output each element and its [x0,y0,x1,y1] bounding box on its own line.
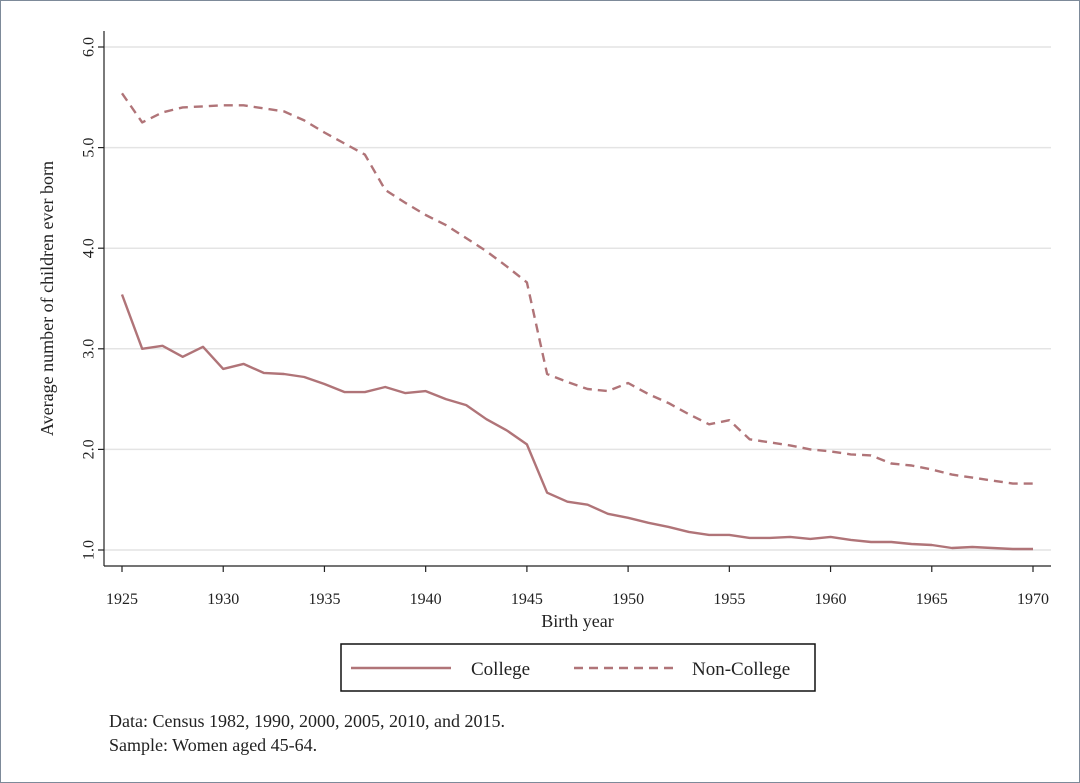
y-tick-label: 6.0 [81,37,98,57]
x-tick-label: 1935 [308,591,340,608]
x-tick-label: 1925 [106,591,138,608]
x-tick-label: 1945 [511,591,543,608]
legend-label-college: College [471,659,530,680]
y-tick-label: 3.0 [81,339,98,359]
x-tick-label: 1955 [713,591,745,608]
series-line-college [120,294,1033,551]
series-line-non-college [121,92,1033,485]
axes-layer: 1.0 2.0 3.0 4.0 5.0 6.0 1925 1930 1935 1940 1945 19… [81,31,1051,608]
y-tick-label: 4.0 [81,238,98,258]
x-axis-title: Birth year [541,611,613,631]
x-tick-label: 1965 [916,591,948,608]
chart-notes: Data: Census 1982, 1990, 2000, 2005, 201… [109,709,505,757]
x-tick-label: 1950 [612,591,644,608]
x-tick-label: 1940 [410,591,442,608]
x-tick-label: 1970 [1017,591,1049,608]
grid-layer [104,46,1051,551]
line-chart: 1.0 2.0 3.0 4.0 5.0 6.0 1925 1930 1935 1940 1945 19… [37,31,1051,692]
x-tick-label: 1930 [207,591,239,608]
series-layer [120,92,1033,551]
y-tick-label: 1.0 [81,540,98,560]
y-axis-title: Average number of children ever born [37,161,57,436]
legend: College Non-College [340,643,816,692]
y-tick-label: 2.0 [81,439,98,459]
data-source-note: Data: Census 1982, 1990, 2000, 2005, 201… [109,711,505,731]
x-tick-label: 1960 [815,591,847,608]
legend-label-non-college: Non-College [692,659,790,680]
y-tick-label: 5.0 [81,138,98,158]
sample-note: Sample: Women aged 45-64. [109,735,318,755]
